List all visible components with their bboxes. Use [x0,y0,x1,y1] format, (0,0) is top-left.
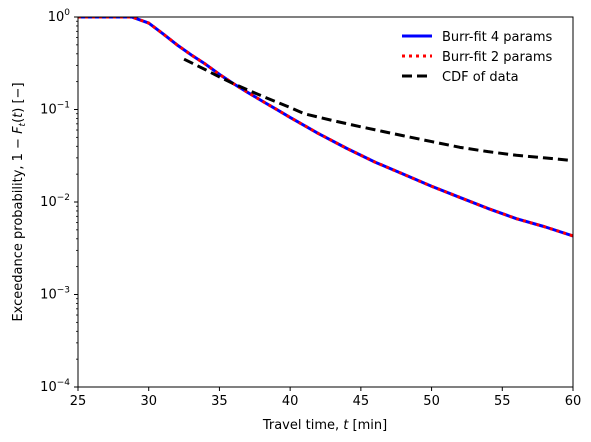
x-tick-label: 40 [282,394,299,409]
y-tick-label: 100 [48,8,71,25]
y-tick-label: 10−4 [40,378,70,395]
series-line-2 [183,57,573,163]
series-line-1 [78,17,573,238]
legend-label-2: CDF of data [442,70,519,85]
series-layer [78,17,573,238]
legend-label-0: Burr-fit 4 params [442,30,552,45]
y-tick-label: 10−3 [40,286,70,303]
x-tick-label: 30 [140,394,157,409]
y-axis-label: Exceedance probability, 1 − Ft(t) [−] [11,82,28,321]
y-tick-label: 10−1 [40,101,70,118]
legend-label-1: Burr-fit 2 params [442,50,552,65]
y-tick-label: 10−2 [40,193,70,210]
x-tick-label: 55 [494,394,511,409]
x-tick-label: 50 [423,394,440,409]
x-tick-label: 35 [211,394,228,409]
x-axis-ticks: 25 30 35 40 45 50 55 60 [70,387,582,409]
x-tick-label: 45 [353,394,370,409]
x-axis-label: Travel time, t [min] [262,418,387,433]
legend: Burr-fit 4 params Burr-fit 2 params CDF of… [402,30,552,85]
x-tick-label: 25 [70,394,87,409]
y-axis-ticks: 10−4 10−3 10−2 10−1 100 [40,8,78,395]
x-tick-label: 60 [565,394,582,409]
